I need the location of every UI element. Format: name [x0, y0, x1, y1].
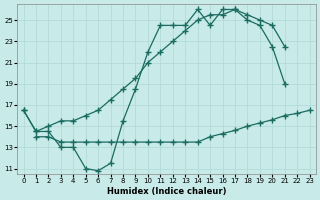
X-axis label: Humidex (Indice chaleur): Humidex (Indice chaleur): [107, 187, 226, 196]
